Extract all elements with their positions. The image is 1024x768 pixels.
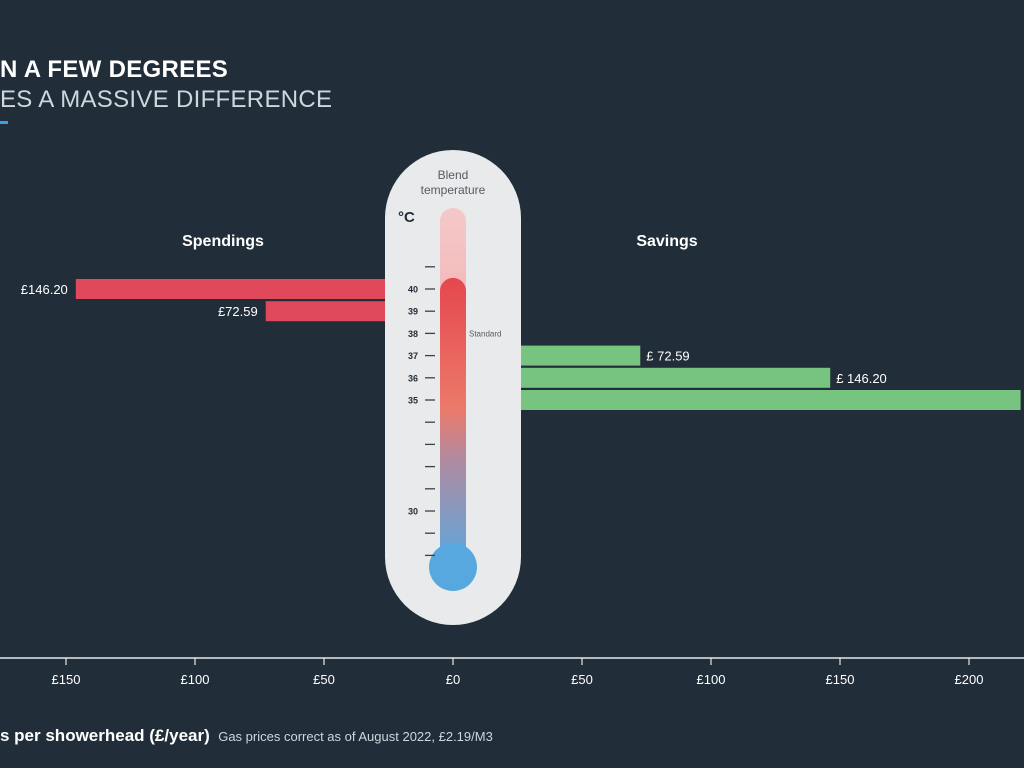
thermometer-tick-label: 30	[408, 507, 418, 517]
saving-value-label-36: £ 146.20	[836, 371, 887, 386]
saving-bar-35	[521, 390, 1021, 410]
thermometer-bulb	[429, 543, 477, 591]
spending-bar-39	[265, 301, 385, 322]
thermometer-tick-label: 37	[408, 351, 418, 361]
thermometer-unit: °C	[398, 209, 415, 226]
thermometer-tick-label: 39	[408, 307, 418, 317]
thermometer-tick-label: 38	[408, 329, 418, 339]
x-tick-label: £50	[571, 672, 593, 687]
spendings-panel-label: Spendings	[182, 233, 264, 250]
x-tick-label: £150	[826, 672, 855, 687]
thermometer-tick-label: 36	[408, 373, 418, 383]
x-tick-label: £150	[52, 672, 81, 687]
spending-value-label-40: £146.20	[21, 282, 68, 297]
standard-temperature-label: Standard	[469, 329, 501, 338]
thermometer-mercury	[440, 277, 466, 570]
saving-bar-37	[521, 345, 641, 366]
thermometer-tick-label: 35	[408, 396, 418, 406]
thermometer-tick-label: 40	[408, 285, 418, 295]
x-tick-label: £100	[181, 672, 210, 687]
spending-value-label-39: £72.59	[218, 304, 258, 319]
chart-subtitle: ES A MASSIVE DIFFERENCE	[0, 86, 333, 113]
x-tick-label: £0	[446, 672, 460, 687]
title-accent-bar	[0, 121, 8, 124]
chart-title: N A FEW DEGREES	[0, 56, 229, 83]
chart-footer: s per showerhead (£/year) Gas prices cor…	[0, 726, 493, 746]
x-axis-title: s per showerhead (£/year)	[0, 726, 210, 745]
x-tick-label: £100	[697, 672, 726, 687]
x-tick-label: £50	[313, 672, 335, 687]
saving-value-label-37: £ 72.59	[646, 349, 689, 364]
thermometer-caption-line2: temperature	[421, 183, 486, 197]
thermometer-caption-line1: Blend	[438, 168, 469, 182]
saving-bar-36	[521, 367, 831, 388]
gas-price-note: Gas prices correct as of August 2022, £2…	[218, 729, 493, 744]
x-tick-label: £200	[955, 672, 984, 687]
thermometer: Blend temperature °C 40 39 38 37 36 35 30 Stan…	[385, 150, 521, 625]
spending-bar-40	[75, 279, 385, 299]
savings-panel-label: Savings	[636, 233, 697, 250]
